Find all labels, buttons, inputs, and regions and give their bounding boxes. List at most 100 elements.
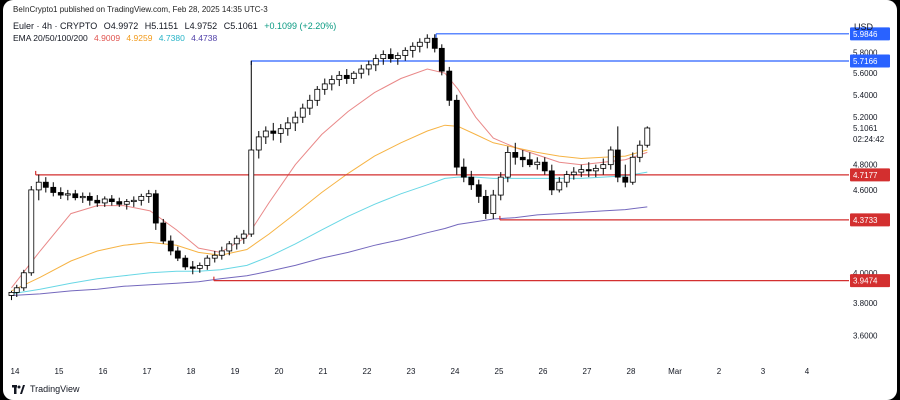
candle [519, 150, 526, 168]
x-tick-label: 4 [805, 367, 810, 376]
x-tick-label: 27 [583, 367, 592, 376]
x-tick-label: 23 [407, 367, 416, 376]
candle-body [482, 195, 489, 214]
candle-body [123, 201, 130, 205]
candle [277, 124, 284, 143]
candle-body [57, 192, 64, 196]
candle [101, 196, 108, 207]
level-price-label: 4.3733 [853, 216, 878, 225]
x-tick-label: 22 [363, 367, 372, 376]
candle-body [328, 79, 335, 85]
y-tick-label: 3.6000 [853, 331, 878, 340]
x-tick-label: 14 [11, 367, 20, 376]
x-tick-label: Mar [668, 367, 682, 376]
candle-body [585, 169, 592, 172]
candle [336, 71, 343, 87]
candle-body [578, 169, 585, 173]
candle-body [94, 199, 101, 204]
candle [475, 179, 482, 203]
change-value: +0.1099 (+2.20%) [264, 21, 337, 31]
candle [226, 241, 233, 256]
symbol-label[interactable]: Euler · 4h · CRYPTO [13, 21, 98, 31]
candle-body [402, 49, 409, 56]
candle [218, 246, 225, 260]
level-price-tag [850, 274, 890, 288]
candle [578, 164, 585, 178]
chart-panel: 3.60003.80004.00004.40004.60004.80005.20… [3, 0, 897, 400]
candle-body [8, 291, 15, 296]
ema-legend[interactable]: EMA 20/50/100/200 4.9009 4.9259 4.7380 4… [13, 33, 221, 43]
candle-body [35, 181, 42, 191]
candle [358, 64, 365, 79]
candle-body [372, 58, 379, 66]
candle-body [409, 45, 416, 51]
candle [86, 192, 93, 206]
candle-body [255, 136, 262, 151]
candle [50, 182, 57, 197]
candle [387, 48, 394, 63]
candle-body [233, 237, 240, 245]
candle-body [563, 174, 570, 183]
ema200-value: 4.4738 [191, 33, 218, 43]
level-price-tag [850, 168, 890, 182]
candle [152, 189, 159, 230]
low-value: L4.9752 [184, 21, 218, 31]
candle [42, 177, 49, 193]
candle-body [20, 272, 27, 289]
publisher-credit: BeInCrypto1 published on TradingView.com… [13, 5, 268, 14]
candle-body [614, 149, 621, 178]
candle [585, 162, 592, 178]
candle [306, 94, 313, 115]
candle-body [622, 176, 629, 183]
candle [189, 261, 196, 275]
candle [614, 126, 621, 183]
ema-line-2 [11, 171, 648, 295]
footer-brand-label: TradingView [30, 384, 80, 394]
candle-body [196, 265, 203, 269]
y-tick-label: 5.4000 [853, 91, 878, 100]
candle [328, 75, 335, 91]
footer-brand[interactable]: TradingView [12, 384, 80, 394]
candle [123, 198, 130, 210]
candle-body [438, 47, 445, 72]
high-value: H5.1151 [144, 21, 179, 31]
candle-body [548, 170, 555, 191]
x-tick-label: 21 [319, 367, 328, 376]
x-tick-label: 16 [99, 367, 108, 376]
level-price-label: 4.7177 [853, 171, 878, 180]
candle-body [270, 130, 277, 134]
price-chart[interactable]: 3.60003.80004.00004.40004.60004.80005.20… [3, 0, 897, 400]
level-price-tag [850, 27, 890, 41]
candle-body [460, 166, 467, 178]
candle [270, 122, 277, 141]
candle [548, 164, 555, 196]
candle [504, 146, 511, 183]
x-tick-label: 25 [495, 367, 504, 376]
candle [380, 50, 387, 65]
candle-body [145, 193, 152, 197]
candle [145, 189, 152, 203]
candle [138, 193, 145, 206]
candle [446, 66, 453, 106]
candle [233, 235, 240, 250]
candle [20, 269, 27, 291]
candle-body [64, 193, 71, 196]
candle-body [504, 152, 511, 178]
x-tick-label: 15 [55, 367, 64, 376]
symbol-ohlc-row: Euler · 4h · CRYPTO O4.9972 H5.1151 L4.9… [13, 21, 340, 31]
candle [402, 47, 409, 61]
candle-body [490, 194, 497, 214]
candle-body [189, 266, 196, 269]
candle [248, 60, 255, 237]
candle-body [519, 156, 526, 161]
candle [431, 34, 438, 53]
candle-body [365, 64, 372, 70]
candle [526, 152, 533, 168]
candle [314, 86, 321, 106]
currency-label[interactable]: USD [853, 22, 873, 32]
candle [468, 170, 475, 190]
candle-body [240, 233, 247, 239]
candle-body [299, 107, 306, 118]
candle [211, 250, 218, 263]
